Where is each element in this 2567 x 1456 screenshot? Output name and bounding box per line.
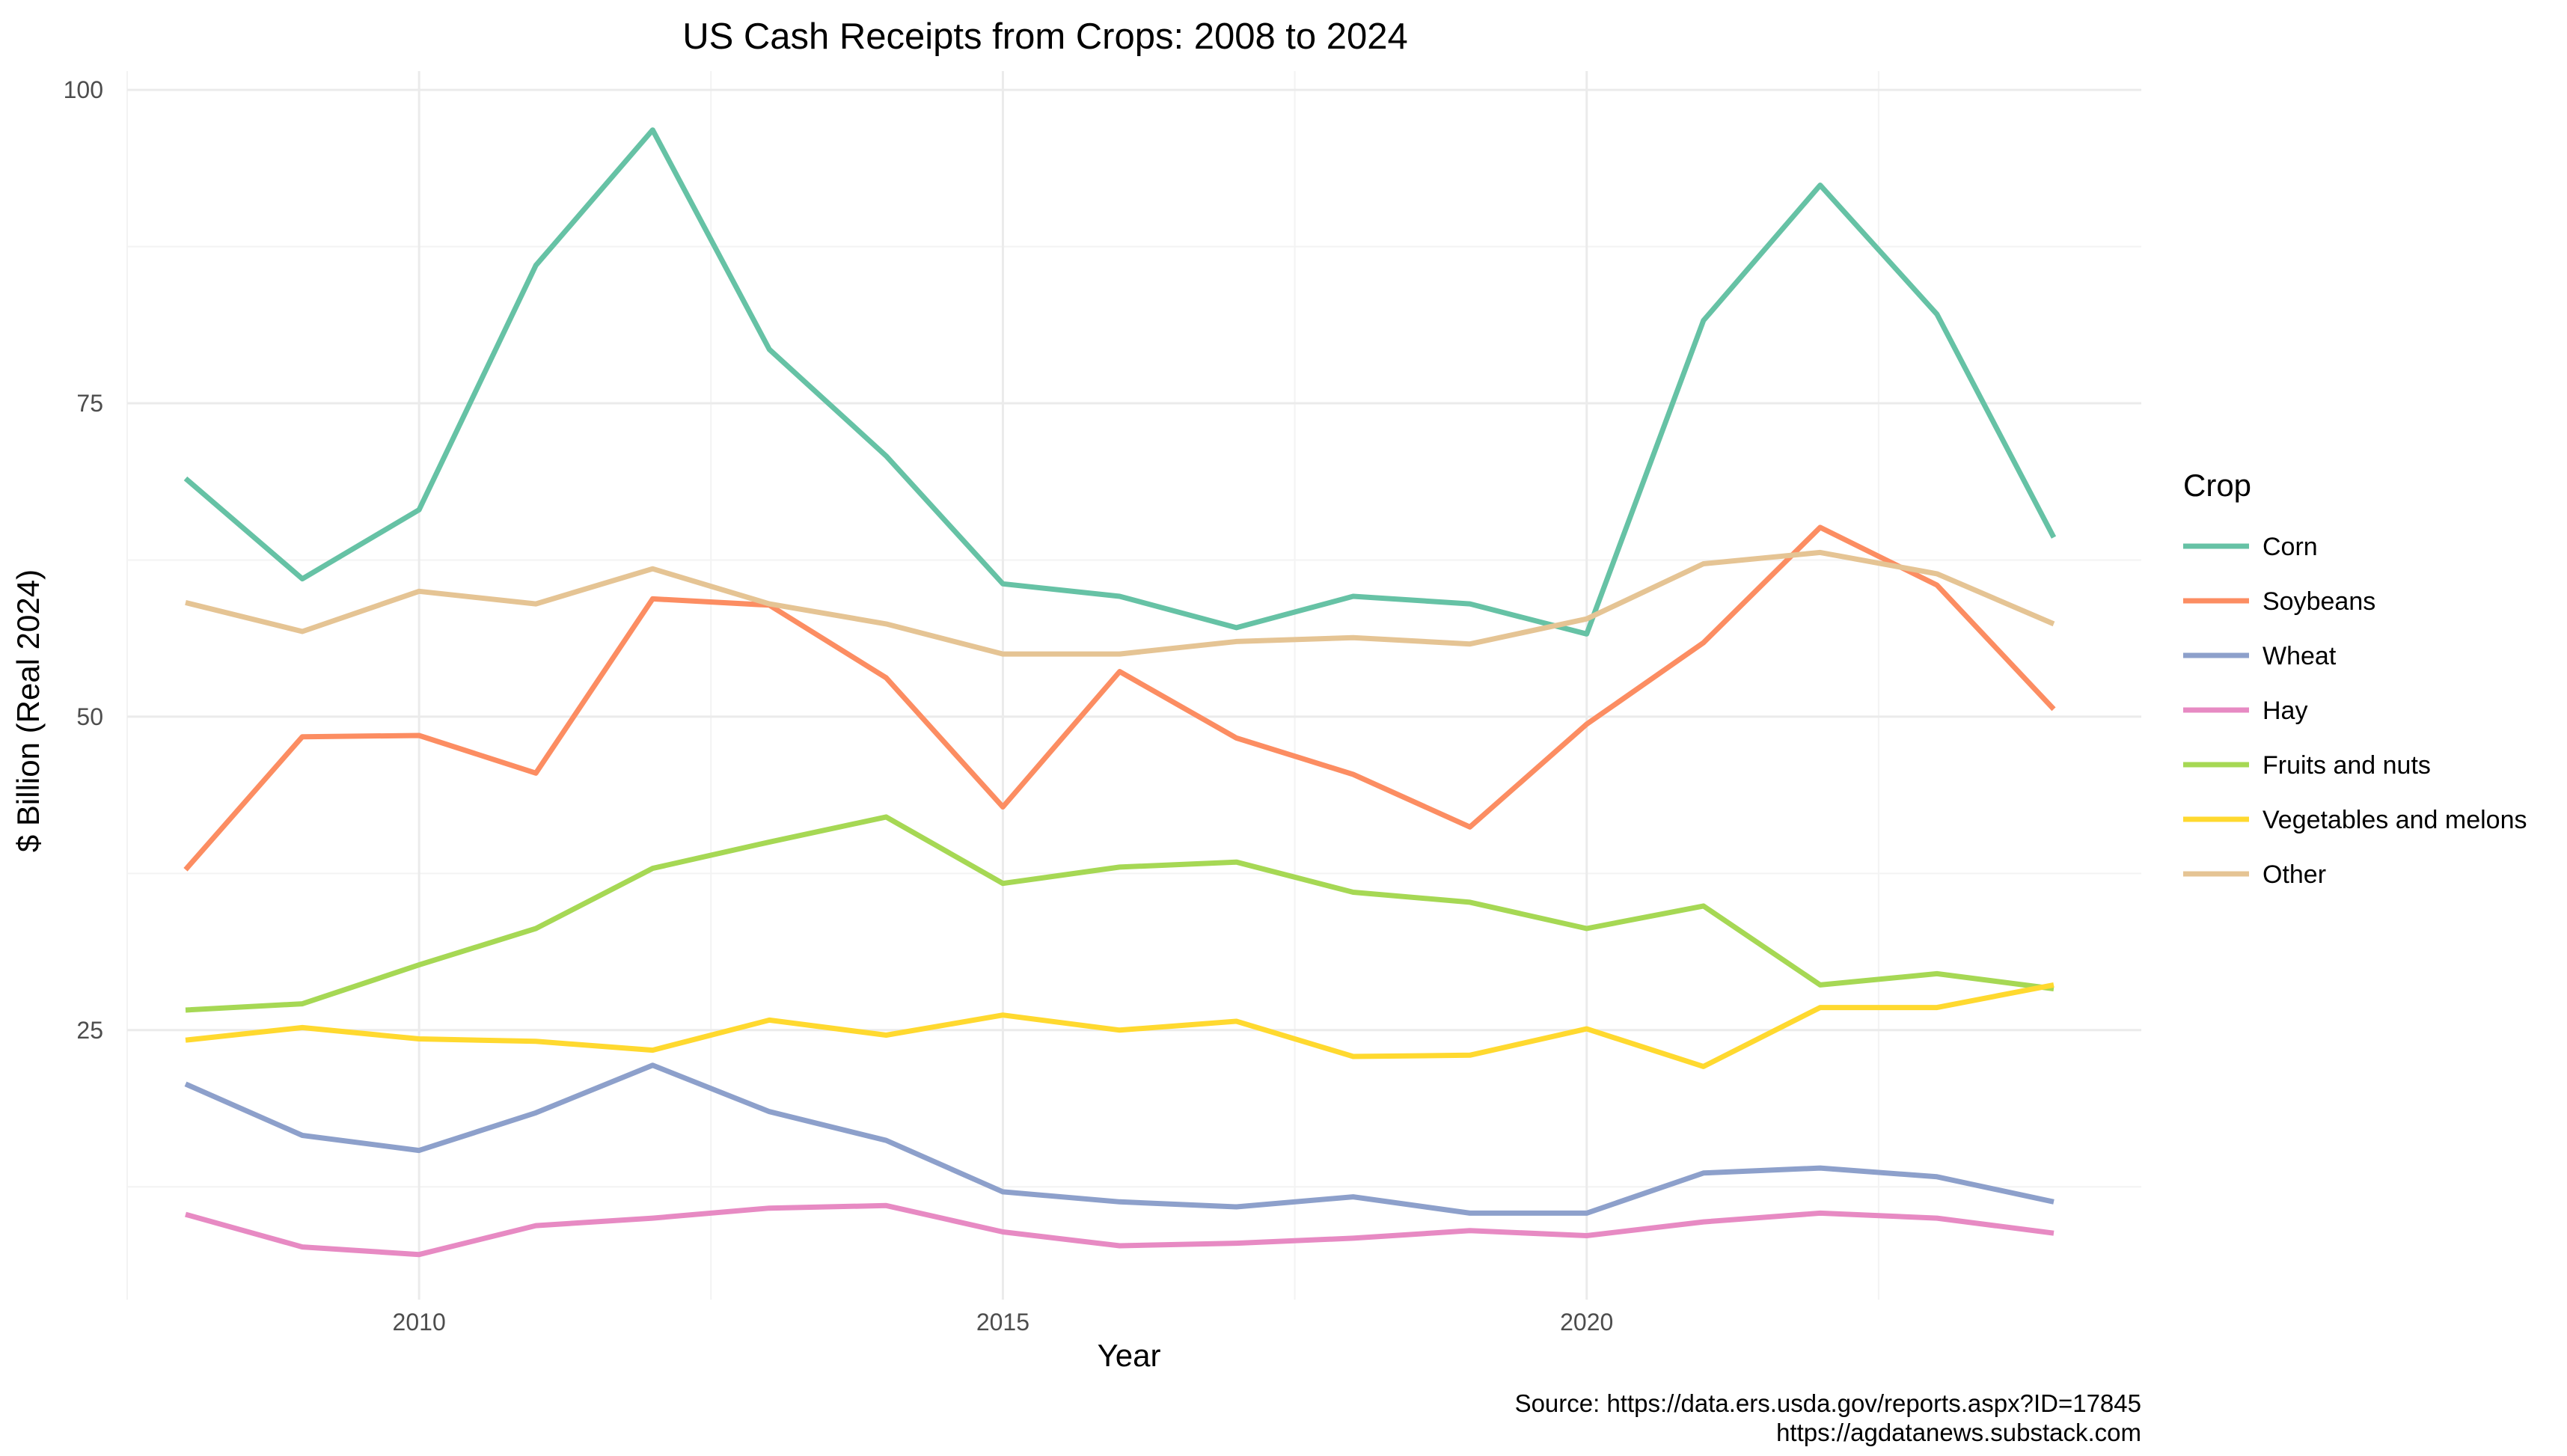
x-tick-label: 2015	[976, 1309, 1029, 1336]
series-line-fruits-and-nuts	[185, 814, 2054, 1013]
legend-label-other: Other	[2262, 860, 2326, 889]
y-tick-label: 75	[76, 390, 103, 417]
y-tick-label: 50	[76, 703, 103, 730]
x-axis-title: Year	[1098, 1338, 1161, 1373]
x-axis-ticks: 2010 2015 2020	[393, 1309, 1614, 1336]
legend-label-hay: Hay	[2262, 697, 2307, 725]
x-tick-label: 2020	[1560, 1309, 1613, 1336]
caption: Source: https://data.ers.usda.gov/report…	[1515, 1389, 2141, 1446]
series-lines	[183, 127, 2057, 1258]
caption-source: Source: https://data.ers.usda.gov/report…	[1515, 1389, 2141, 1417]
legend-label-corn: Corn	[2262, 533, 2318, 561]
series-line-hay	[185, 1202, 2054, 1258]
chart-title: US Cash Receipts from Crops: 2008 to 202…	[682, 16, 1408, 57]
y-axis-title: $ Billion (Real 2024)	[10, 569, 46, 852]
legend-label-wheat: Wheat	[2262, 642, 2337, 670]
y-tick-label: 25	[76, 1017, 103, 1044]
legend-title: Crop	[2183, 468, 2251, 503]
legend: Crop Corn Soybeans Wheat Hay Fruits and nuts…	[2183, 468, 2527, 889]
y-axis-ticks: 25 50 75 100	[64, 76, 103, 1044]
legend-label-soybeans: Soybeans	[2262, 587, 2375, 616]
series-line-vegetables-and-melons	[185, 982, 2054, 1069]
series-line-soybeans	[183, 524, 2056, 872]
caption-url: https://agdatanews.substack.com	[1776, 1419, 2141, 1446]
series-line-corn	[183, 127, 2057, 637]
gridlines	[126, 71, 2141, 1300]
x-tick-label: 2010	[393, 1309, 446, 1336]
legend-label-fruits-and-nuts: Fruits and nuts	[2262, 751, 2431, 780]
y-tick-label: 100	[64, 76, 103, 103]
legend-label-vegetables-and-melons: Vegetables and melons	[2262, 806, 2527, 834]
series-line-other	[185, 549, 2055, 657]
series-line-wheat	[184, 1062, 2054, 1216]
